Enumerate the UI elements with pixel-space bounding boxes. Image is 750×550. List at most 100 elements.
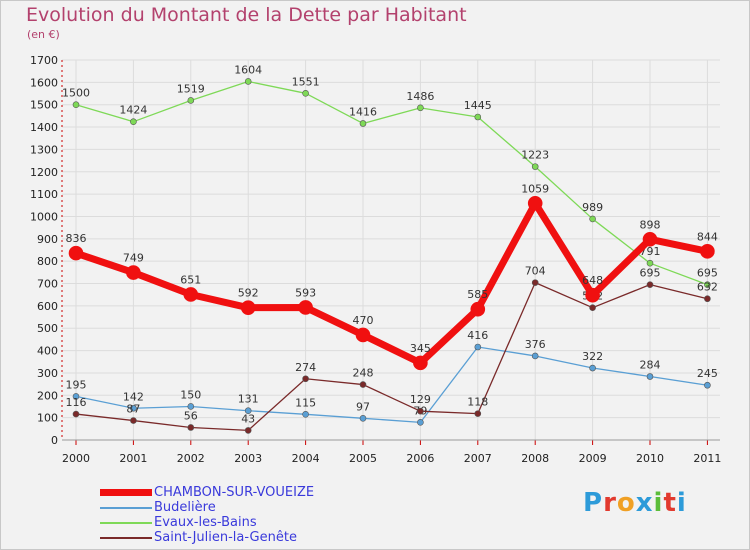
data-point (68, 245, 84, 261)
data-label: 1519 (177, 82, 205, 95)
data-label: 651 (180, 273, 201, 286)
x-tick-label: 2007 (464, 452, 492, 465)
data-point (417, 407, 424, 415)
data-label: 129 (410, 393, 431, 406)
y-tick-label: 600 (37, 300, 58, 313)
data-point (183, 287, 199, 302)
x-tick-label: 2010 (636, 452, 664, 465)
y-tick-label: 300 (37, 367, 58, 380)
x-tick-label: 2004 (292, 452, 320, 465)
proxiti-logo: Proxiti (583, 488, 687, 518)
data-point (359, 120, 367, 127)
data-point (700, 244, 715, 259)
data-point (130, 118, 137, 125)
data-point (244, 427, 252, 434)
y-tick-label: 1700 (30, 54, 58, 67)
data-point (302, 90, 309, 97)
data-label: 116 (66, 396, 87, 409)
data-label: 245 (697, 367, 718, 380)
y-tick-label: 500 (37, 322, 58, 335)
y-tick-label: 1200 (30, 166, 58, 179)
legend-label: Saint-Julien-la-Genête (154, 530, 297, 545)
data-label: 470 (353, 314, 374, 327)
data-label: 844 (697, 230, 718, 243)
logo-letter: P (583, 488, 604, 518)
legend-item: Budelière (100, 500, 314, 515)
x-tick-label: 2011 (693, 452, 721, 465)
series-line-1 (75, 346, 708, 423)
data-label: 118 (467, 396, 488, 409)
x-tick-label: 2009 (579, 452, 607, 465)
data-label: 632 (697, 281, 718, 294)
data-point (417, 419, 424, 426)
data-point (244, 78, 252, 85)
legend-swatch (100, 521, 152, 524)
data-label: 585 (467, 288, 488, 301)
data-label: 648 (582, 274, 603, 287)
legend-item: Evaux-les-Bains (100, 515, 314, 530)
data-label: 376 (525, 338, 546, 351)
data-label: 1424 (119, 104, 147, 117)
y-tick-label: 800 (37, 255, 58, 268)
y-tick-label: 900 (37, 233, 58, 246)
data-label: 345 (410, 342, 431, 355)
y-tick-label: 400 (37, 345, 58, 358)
data-point (302, 375, 309, 383)
data-label: 593 (295, 286, 316, 299)
y-tick-label: 1100 (30, 188, 58, 201)
data-label: 836 (66, 232, 87, 245)
y-tick-label: 1000 (30, 210, 58, 223)
data-point (474, 343, 482, 351)
data-label: 416 (467, 329, 488, 342)
x-tick-label: 2003 (234, 452, 262, 465)
data-point (130, 417, 137, 424)
data-point (187, 424, 195, 431)
data-label: 1604 (234, 63, 262, 76)
data-point (359, 381, 367, 388)
data-point (704, 281, 711, 288)
x-tick-label: 2005 (349, 452, 377, 465)
data-point (531, 352, 539, 360)
legend-swatch (100, 506, 152, 509)
data-point (72, 393, 80, 400)
y-tick-label: 1300 (30, 143, 58, 156)
y-tick-label: 1500 (30, 99, 58, 112)
x-tick-label: 2000 (62, 452, 90, 465)
y-tick-label: 1400 (30, 121, 58, 134)
data-point (359, 415, 367, 422)
data-label: 1445 (464, 99, 492, 112)
data-label: 248 (353, 367, 374, 380)
data-point (704, 295, 711, 303)
data-point (302, 410, 309, 418)
data-point (646, 259, 654, 267)
data-label: 1223 (521, 149, 549, 162)
data-point (474, 113, 482, 121)
data-label: 87 (126, 403, 140, 416)
data-point (646, 281, 654, 288)
data-point (244, 407, 252, 415)
series-line-0 (75, 80, 708, 286)
data-point (240, 300, 256, 315)
data-point (126, 265, 141, 280)
logo-letter: t (663, 488, 677, 518)
data-label: 322 (582, 350, 603, 363)
data-label: 131 (238, 393, 259, 406)
legend-label: CHAMBON-SUR-VOUEIZE (154, 485, 315, 500)
y-tick-label: 0 (51, 434, 58, 447)
x-tick-label: 2008 (521, 452, 549, 465)
data-point (531, 279, 539, 286)
data-point (130, 404, 137, 412)
data-label: 1500 (62, 87, 90, 100)
data-label: 592 (238, 287, 259, 300)
chart-title: Evolution du Montant de la Dette par Hab… (26, 4, 467, 26)
series-line-3 (74, 199, 709, 367)
legend-label: Evaux-les-Bains (154, 515, 257, 530)
data-point (474, 410, 482, 417)
data-label: 704 (525, 265, 546, 278)
logo-letter: i (676, 488, 687, 518)
data-point (531, 163, 539, 170)
data-point (187, 403, 195, 410)
data-point (72, 410, 80, 418)
data-label: 150 (180, 388, 201, 401)
data-point (470, 301, 486, 317)
